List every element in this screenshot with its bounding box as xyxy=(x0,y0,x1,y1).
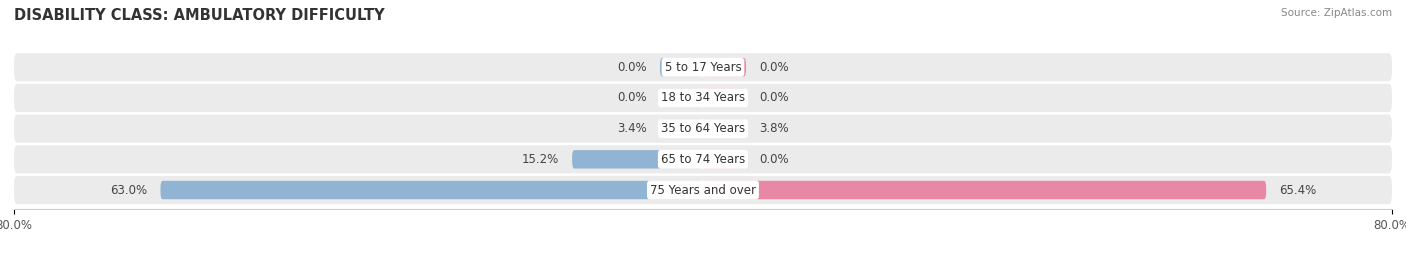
FancyBboxPatch shape xyxy=(14,176,1392,204)
Text: 0.0%: 0.0% xyxy=(759,91,789,105)
Text: 75 Years and over: 75 Years and over xyxy=(650,184,756,196)
FancyBboxPatch shape xyxy=(14,53,1392,81)
FancyBboxPatch shape xyxy=(703,89,747,107)
FancyBboxPatch shape xyxy=(659,58,703,76)
FancyBboxPatch shape xyxy=(703,150,747,169)
FancyBboxPatch shape xyxy=(14,145,1392,173)
Text: 5 to 17 Years: 5 to 17 Years xyxy=(665,61,741,74)
FancyBboxPatch shape xyxy=(659,89,703,107)
FancyBboxPatch shape xyxy=(703,120,747,138)
Text: DISABILITY CLASS: AMBULATORY DIFFICULTY: DISABILITY CLASS: AMBULATORY DIFFICULTY xyxy=(14,8,385,23)
Text: 63.0%: 63.0% xyxy=(111,184,148,196)
Text: 65.4%: 65.4% xyxy=(1279,184,1316,196)
Text: 3.8%: 3.8% xyxy=(759,122,789,135)
Text: 0.0%: 0.0% xyxy=(617,61,647,74)
Text: 15.2%: 15.2% xyxy=(522,153,560,166)
Text: 65 to 74 Years: 65 to 74 Years xyxy=(661,153,745,166)
FancyBboxPatch shape xyxy=(14,84,1392,112)
Text: 18 to 34 Years: 18 to 34 Years xyxy=(661,91,745,105)
FancyBboxPatch shape xyxy=(703,181,1267,199)
FancyBboxPatch shape xyxy=(14,114,1392,143)
FancyBboxPatch shape xyxy=(703,58,747,76)
Text: 3.4%: 3.4% xyxy=(617,122,647,135)
FancyBboxPatch shape xyxy=(160,181,703,199)
Text: 0.0%: 0.0% xyxy=(759,61,789,74)
FancyBboxPatch shape xyxy=(659,120,703,138)
Text: Source: ZipAtlas.com: Source: ZipAtlas.com xyxy=(1281,8,1392,18)
Text: 0.0%: 0.0% xyxy=(617,91,647,105)
Text: 35 to 64 Years: 35 to 64 Years xyxy=(661,122,745,135)
Text: 0.0%: 0.0% xyxy=(759,153,789,166)
FancyBboxPatch shape xyxy=(572,150,703,169)
